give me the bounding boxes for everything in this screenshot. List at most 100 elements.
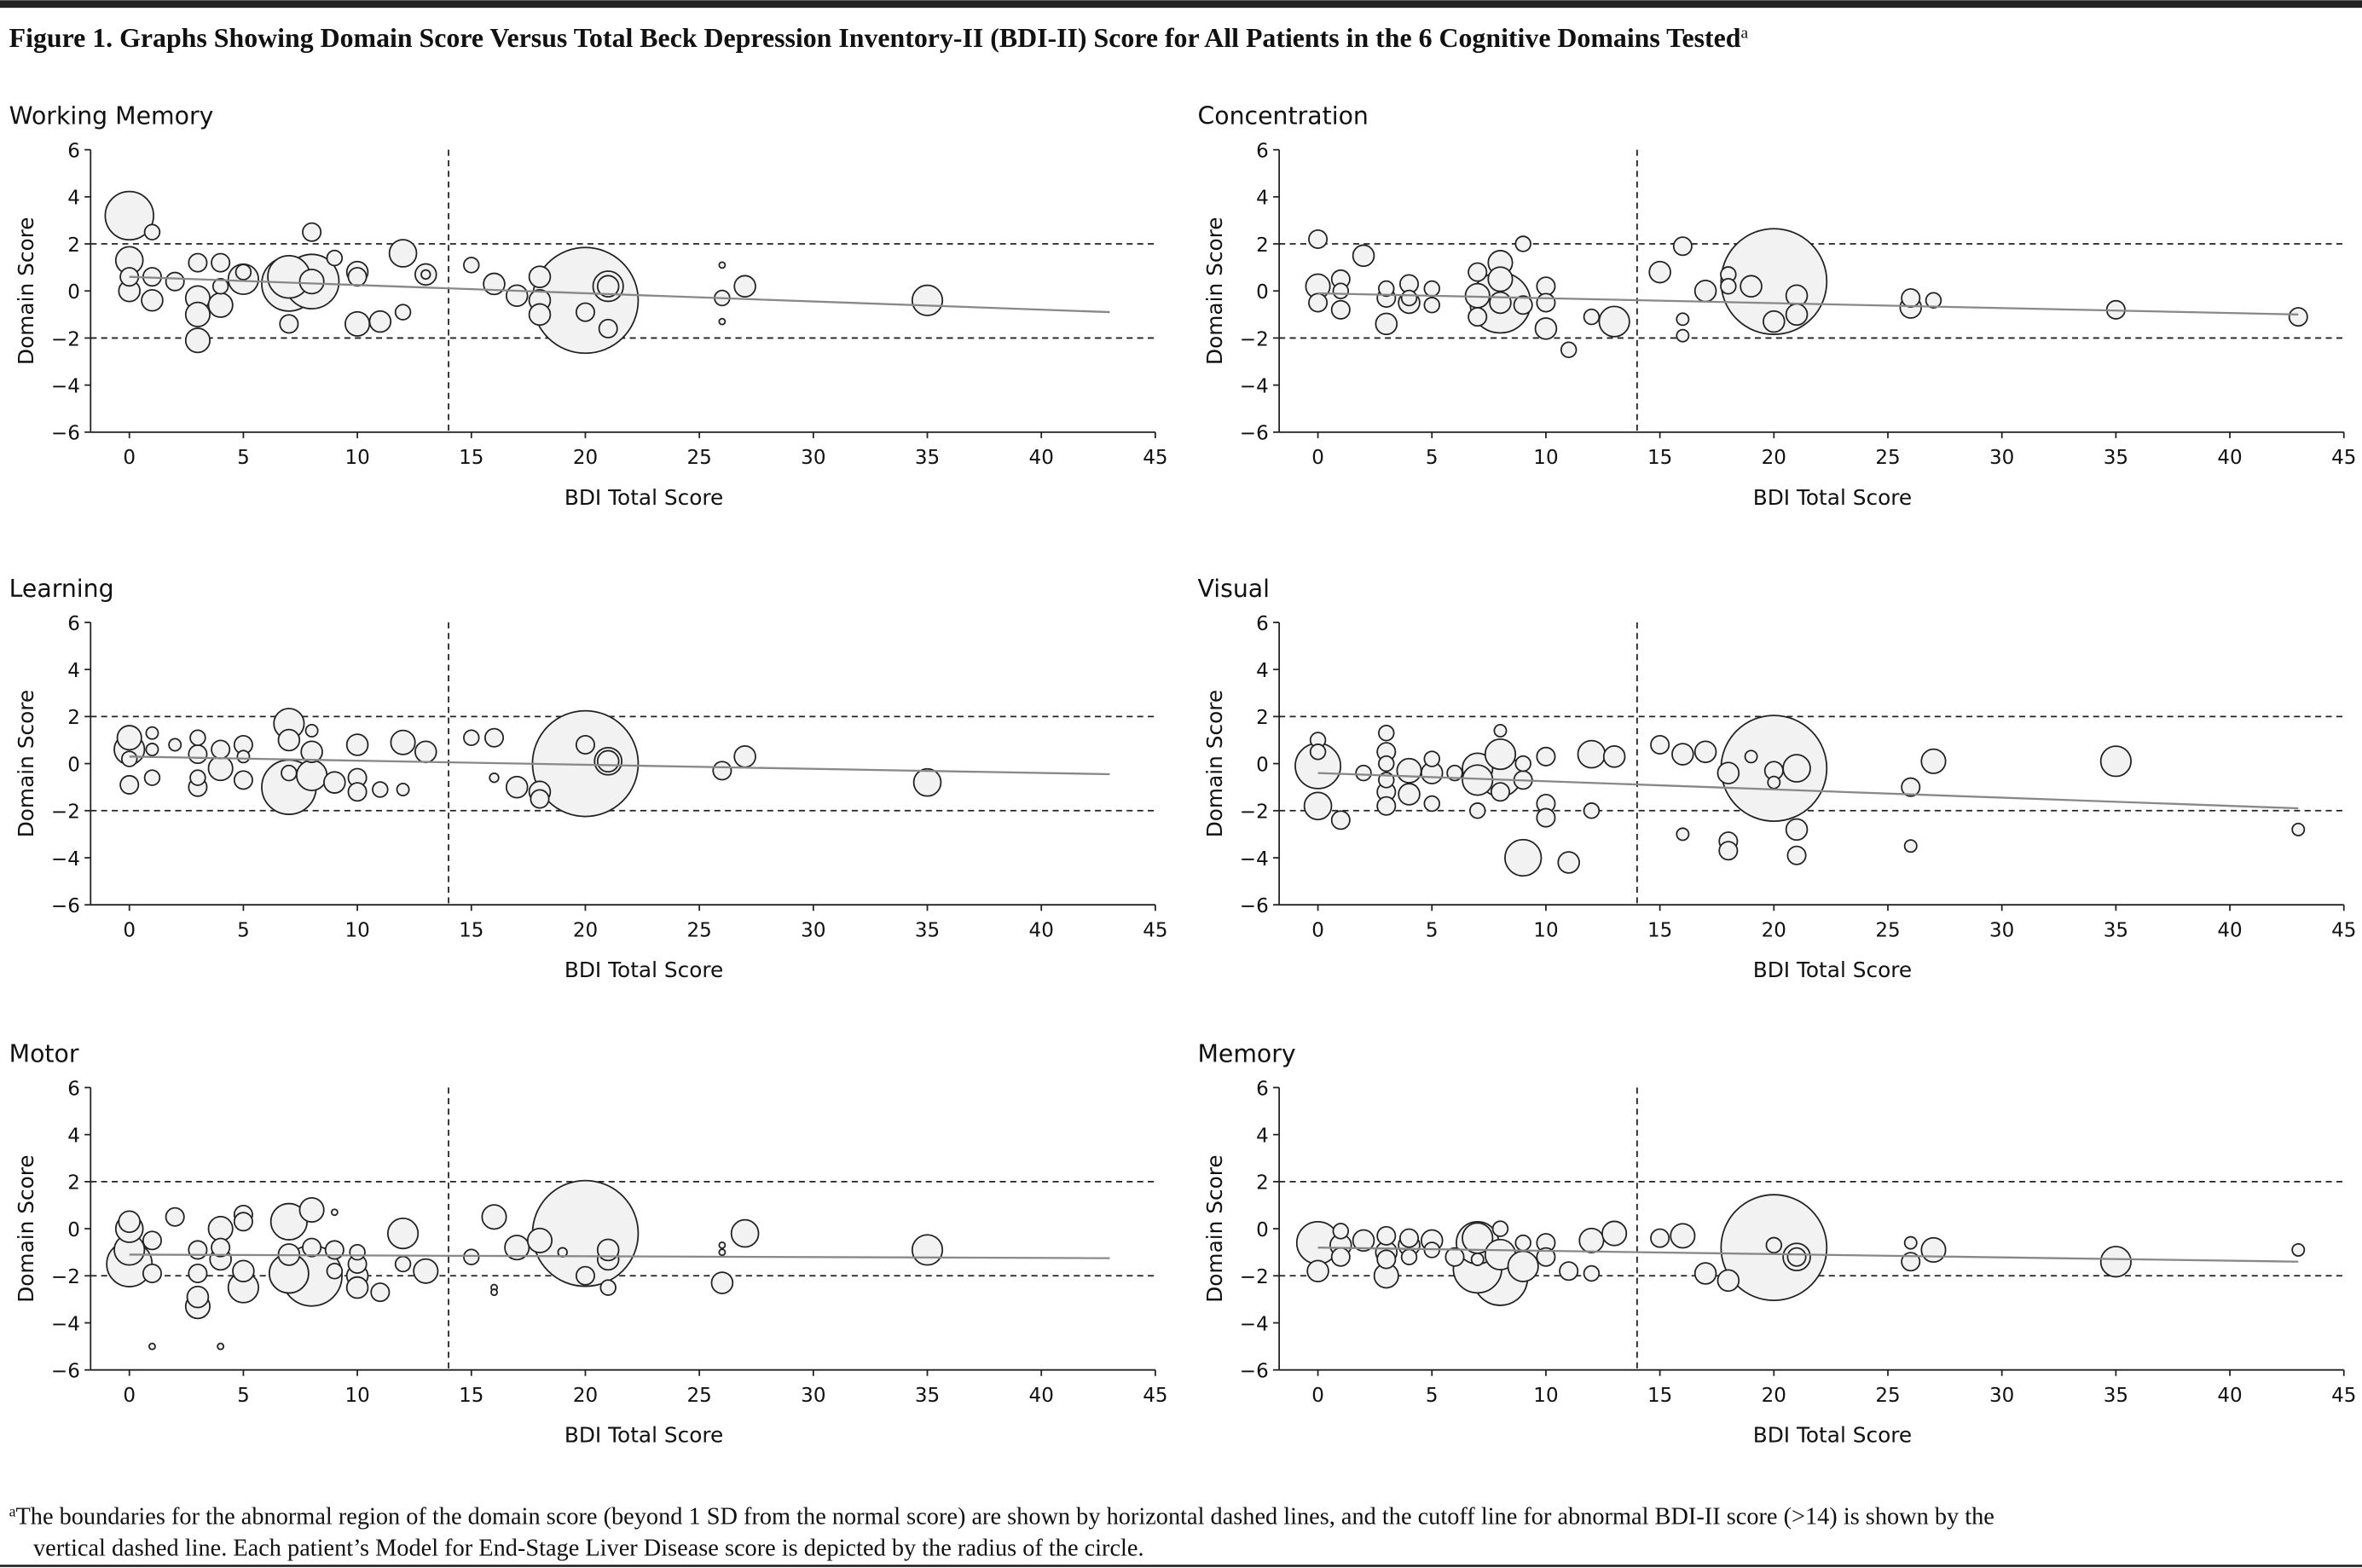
x-tick-label: 15 xyxy=(1647,1385,1672,1407)
bubble xyxy=(1396,757,1422,784)
bubble xyxy=(300,740,323,764)
x-axis-title: BDI Total Score xyxy=(1753,958,1912,982)
bubble xyxy=(1423,750,1441,767)
bubble xyxy=(281,764,298,782)
y-axis-title: Domain Score xyxy=(14,1154,38,1302)
panel-title: Visual xyxy=(1197,575,1270,603)
bubble xyxy=(505,284,529,308)
bubble xyxy=(733,745,756,768)
bubble xyxy=(207,292,234,318)
bubble xyxy=(1398,783,1421,806)
bubble xyxy=(1717,761,1740,784)
bubble xyxy=(2099,1246,2132,1278)
bubble xyxy=(481,1204,507,1230)
y-tick-label: 2 xyxy=(67,234,80,257)
trend-line xyxy=(1317,772,2299,810)
x-tick-label: 15 xyxy=(1647,919,1672,941)
bubble xyxy=(165,271,185,292)
x-tick-label: 5 xyxy=(1426,919,1439,941)
bubble xyxy=(1536,746,1556,767)
bubble xyxy=(1670,1223,1696,1249)
bubble xyxy=(575,302,595,322)
x-axis-title: BDI Total Score xyxy=(1753,485,1912,510)
bubble xyxy=(463,257,480,274)
bubble xyxy=(1378,755,1395,772)
bubble xyxy=(2099,745,2132,778)
panel: Motor Domain Score BDI Total Score −6 −4 −2 0 2… xyxy=(9,1039,1168,1447)
bubble xyxy=(141,288,164,312)
bubble xyxy=(277,728,301,752)
bubble xyxy=(530,789,550,809)
bubble xyxy=(394,1255,412,1273)
x-tick-label: 25 xyxy=(686,919,711,941)
bubble xyxy=(1557,851,1580,874)
bubble xyxy=(1330,1247,1351,1267)
x-tick-label: 0 xyxy=(1311,1385,1324,1407)
x-tick-label: 40 xyxy=(2217,1385,2242,1407)
y-tick-label: 0 xyxy=(67,281,80,304)
bubble xyxy=(188,252,208,273)
bubble xyxy=(119,774,140,795)
bubble xyxy=(396,782,410,796)
bubble xyxy=(489,772,500,784)
bubble xyxy=(1718,841,1739,861)
trend-line xyxy=(129,755,1110,776)
x-axis-title: BDI Total Score xyxy=(564,1423,723,1448)
bubble xyxy=(1765,1236,1783,1254)
bubble xyxy=(116,725,142,751)
bubble xyxy=(326,1263,344,1280)
bubble xyxy=(394,304,412,321)
y-tick-label: −6 xyxy=(1240,1361,1269,1383)
bubble xyxy=(912,767,942,797)
bubble xyxy=(1901,1252,1921,1272)
x-tick-label: 35 xyxy=(2104,447,2128,469)
bubble xyxy=(1490,782,1510,802)
bubble xyxy=(1514,1234,1531,1252)
bubble xyxy=(236,749,251,764)
panel: Memory Domain Score BDI Total Score −6 −4 −2 0… xyxy=(1197,1039,2356,1447)
y-tick-label: 2 xyxy=(67,1172,80,1195)
bubble xyxy=(120,750,138,767)
bubble xyxy=(232,1259,255,1283)
y-tick-label: 0 xyxy=(67,754,80,776)
bubble xyxy=(330,1208,339,1217)
y-tick-label: −2 xyxy=(1240,328,1269,350)
bubble xyxy=(1534,317,1558,340)
y-tick-label: −4 xyxy=(1240,375,1269,397)
bubble xyxy=(596,749,620,773)
bubble xyxy=(148,1342,156,1351)
bubble xyxy=(1536,807,1556,828)
panel: Learning Domain Score BDI Total Score −6 −4 −… xyxy=(9,575,1168,982)
bubble xyxy=(1763,310,1786,333)
bottom-rule xyxy=(0,1565,2362,1567)
x-tick-label: 40 xyxy=(2217,919,2242,941)
bubble xyxy=(420,269,431,281)
bubble xyxy=(304,723,319,738)
title-text: Figure 1. Graphs Showing Domain Score Ve… xyxy=(9,23,1741,53)
bubble xyxy=(1650,1228,1670,1248)
bubble xyxy=(1583,1264,1601,1282)
panel: Visual Domain Score BDI Total Score −6 −4 −2 0… xyxy=(1197,575,2356,982)
footnote-line: vertical dashed line. Each patient’s Mod… xyxy=(33,1536,1144,1562)
bubble xyxy=(1513,295,1533,315)
bubble xyxy=(1375,312,1398,336)
y-tick-label: 4 xyxy=(1256,188,1269,210)
bubble xyxy=(1601,1220,1628,1247)
bubble xyxy=(1400,1248,1418,1265)
bubble xyxy=(188,1264,208,1284)
bubble xyxy=(1504,838,1543,877)
bubble xyxy=(345,1276,369,1299)
y-tick-label: 2 xyxy=(1256,1172,1269,1195)
bubble xyxy=(1720,277,1737,295)
bubble xyxy=(186,1285,210,1309)
x-tick-label: 5 xyxy=(1426,447,1439,469)
y-tick-label: 4 xyxy=(67,1125,80,1148)
panel-title: Working Memory xyxy=(9,102,214,130)
x-tick-label: 40 xyxy=(2217,447,2242,469)
bubble xyxy=(1560,341,1578,358)
bubble xyxy=(143,769,161,786)
bubble xyxy=(1901,777,1921,797)
x-tick-label: 25 xyxy=(686,1385,711,1407)
y-tick-label: −4 xyxy=(1240,848,1269,871)
